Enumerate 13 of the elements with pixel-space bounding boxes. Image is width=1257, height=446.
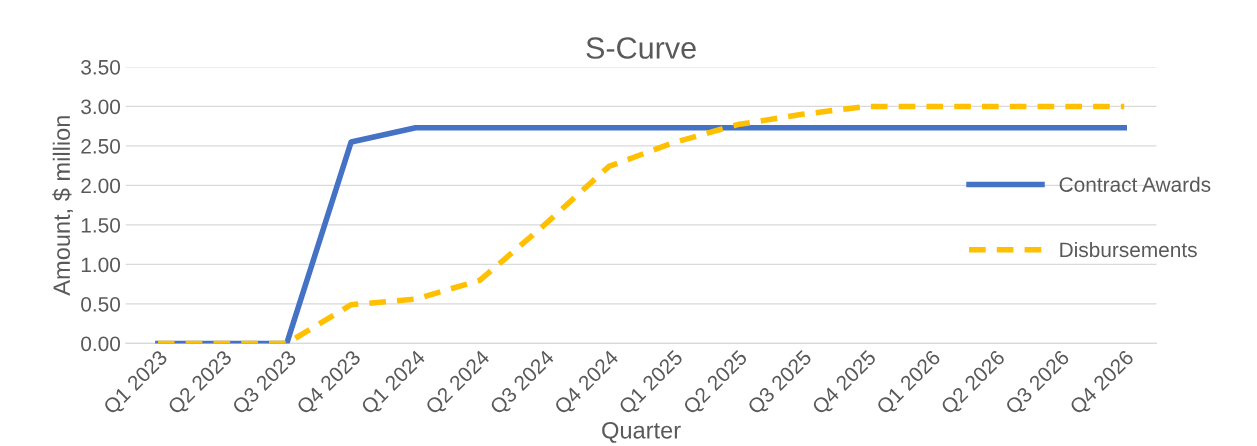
y-tick-label: 3.50: [81, 59, 121, 75]
x-axis-title: Quarter: [602, 421, 681, 443]
y-tick-label: 2.50: [81, 138, 121, 154]
y-tick-label: 2.00: [81, 178, 121, 194]
y-tick-label: 0.00: [81, 336, 121, 352]
y-tick-label: 0.50: [81, 296, 121, 312]
y-tick-label: 1.00: [81, 257, 121, 273]
y-axis-title: Amount, $ million: [52, 116, 73, 296]
legend-label: Contract Awards: [1059, 176, 1211, 192]
y-tick-label: 1.50: [81, 217, 121, 233]
legend-label: Disbursements: [1060, 241, 1197, 258]
chart-title: S-Curve: [586, 37, 696, 59]
y-tick-label: 3.00: [81, 99, 121, 115]
